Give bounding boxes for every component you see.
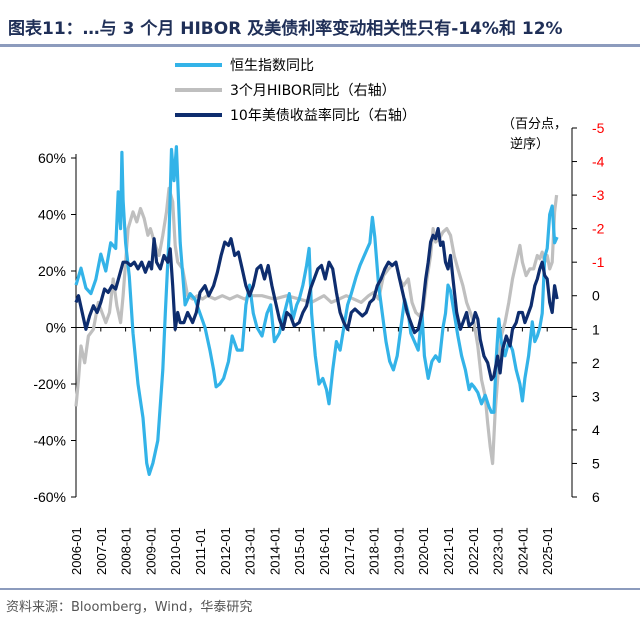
left-tick-label: 60% [38,150,66,166]
series-line-hibor [74,186,559,466]
left-y-axis: 60% 40% 20% 0% -20% -40% -60% [33,150,77,505]
right-tick-label: 2 [592,355,600,371]
x-axis: 2006-01 2007-01 2008-01 2009-01 2010-01 2011-… [69,327,572,575]
x-tick-label: 2023-01 [491,527,506,575]
left-tick-label: -40% [33,433,66,449]
right-tick-label: 3 [592,388,600,404]
right-tick-label: -5 [592,120,605,136]
right-tick-label: 5 [592,455,600,471]
legend-label: 10年美债收益率同比（右轴） [230,107,416,124]
right-tick-label: -3 [592,187,605,203]
left-tick-label: -60% [33,489,66,505]
right-y-axis: -5 -4 -3 -2 -1 0 1 2 3 4 5 6 [571,120,605,505]
right-tick-label: 6 [592,489,600,505]
x-tick-label: 2008-01 [119,527,134,575]
x-tick-label: 2025-01 [540,527,555,575]
x-tick-label: 2006-01 [69,527,84,575]
series-line-hsi [74,145,559,476]
right-tick-label: -1 [592,254,605,270]
source-note: 资料来源：Bloomberg，Wind，华泰研究 [6,600,253,615]
x-tick-label: 2014-01 [267,527,282,575]
legend-label: 恒生指数同比 [230,58,314,74]
left-tick-label: -20% [33,376,66,392]
right-tick-label: -4 [592,154,605,170]
right-axis-note-line1: （百分点， [502,117,567,132]
x-tick-label: 2012-01 [218,527,233,575]
left-tick-label: 40% [38,207,66,223]
x-tick-label: 2020-01 [416,527,431,575]
x-tick-label: 2009-01 [143,527,158,575]
title-divider [0,44,640,47]
page-title: 图表11：…与 3 个月 HIBOR 及美债利率变动相关性只有-14%和 12% [8,19,563,39]
legend-label: 3个月HIBOR同比（右轴） [230,83,396,99]
left-tick-label: 20% [38,263,66,279]
x-tick-label: 2013-01 [243,527,258,575]
x-tick-label: 2024-01 [515,527,530,575]
x-tick-label: 2021-01 [441,527,456,575]
x-tick-label: 2010-01 [168,527,183,575]
x-tick-label: 2015-01 [292,527,307,575]
series-line-ust10y [74,227,559,382]
right-tick-label: 1 [592,321,600,337]
x-tick-label: 2011-01 [193,528,208,575]
series-layer [74,145,559,476]
x-tick-label: 2018-01 [367,527,382,575]
x-tick-label: 2022-01 [466,527,481,575]
x-tick-label: 2007-01 [94,527,109,575]
right-tick-label: 0 [592,288,600,304]
x-tick-label: 2016-01 [317,527,332,575]
footer-divider [0,588,640,590]
right-axis-note-line2: 逆序） [510,136,549,152]
left-tick-label: 0% [46,320,66,336]
right-tick-label: 4 [592,422,600,438]
x-tick-label: 2017-01 [342,527,357,575]
x-tick-label: 2019-01 [391,527,406,575]
legend: 恒生指数同比 3个月HIBOR同比（右轴） 10年美债收益率同比（右轴） [175,58,416,124]
right-tick-label: -2 [592,221,605,237]
